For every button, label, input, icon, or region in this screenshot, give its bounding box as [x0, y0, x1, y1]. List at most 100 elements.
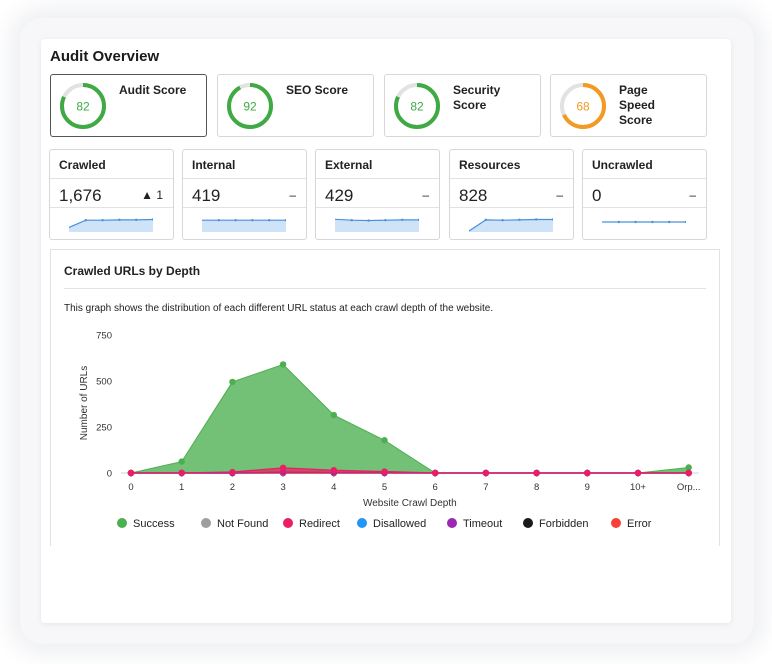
y-tick-label: 500 [96, 377, 112, 388]
sparkline-line [69, 218, 153, 228]
stat-tile-uncrawled[interactable]: Uncrawled 0 – [582, 149, 707, 240]
legend-item-timeout[interactable]: Timeout [447, 518, 502, 530]
stat-divider [450, 178, 573, 179]
stat-change: – [289, 188, 296, 202]
stat-label: Uncrawled [592, 158, 653, 172]
score-card-page-speed-score[interactable]: 68 Page Speed Score [550, 74, 707, 137]
legend-item-success[interactable]: Success [117, 518, 175, 530]
legend-item-not-found[interactable]: Not Found [201, 518, 268, 530]
stat-value: 419 [192, 186, 221, 205]
legend-item-redirect[interactable]: Redirect [283, 518, 340, 530]
sparkline-point [518, 218, 521, 222]
data-point-success[interactable] [685, 464, 692, 471]
score-gauge: 68 [560, 83, 606, 129]
series-success [127, 361, 692, 477]
data-point-redirect[interactable] [178, 469, 185, 477]
score-card-security-score[interactable]: 82 Security Score [384, 74, 541, 137]
data-point-success[interactable] [330, 411, 337, 419]
score-label: Audit Score [119, 83, 187, 97]
depth-chart: 0 250 500 750 Number of URLs 0 1 2 3 4 5 6 7 8 9 10+ Orp… [79, 331, 701, 510]
data-point-redirect[interactable] [432, 469, 439, 477]
page-title: Audit Overview [50, 48, 160, 65]
data-point-redirect[interactable] [685, 469, 692, 477]
x-tick-label: 1 [179, 482, 184, 493]
sparkline-area [69, 219, 153, 232]
x-tick-label: 3 [280, 482, 285, 493]
legend-dot-icon [117, 518, 127, 528]
y-axis-label: Number of URLs [79, 366, 90, 440]
legend-item-forbidden[interactable]: Forbidden [523, 518, 589, 530]
legend-item-disallowed[interactable]: Disallowed [357, 518, 426, 530]
legend-item-error[interactable]: Error [611, 518, 651, 530]
sparkline-area [202, 220, 286, 232]
series-line-redirect [131, 467, 689, 474]
legend-label: Redirect [299, 518, 340, 530]
score-value: 68 [576, 100, 590, 114]
stat-tile-external[interactable]: External 429 – [315, 149, 440, 240]
sparkline-point [417, 218, 419, 222]
legend-label: Timeout [463, 518, 503, 530]
legend-dot-icon [283, 518, 293, 528]
sparkline-point [151, 218, 153, 221]
gauge-fill [60, 83, 106, 129]
data-point-redirect[interactable] [381, 468, 388, 475]
data-point-redirect[interactable] [229, 468, 236, 476]
score-label: Security Score [453, 83, 501, 112]
data-point-redirect[interactable] [533, 469, 540, 477]
stat-change: – [689, 188, 696, 202]
sparkline [335, 218, 419, 232]
data-point-redirect[interactable] [279, 464, 287, 472]
x-axis-label: Website Crawl Depth [363, 498, 457, 509]
sparkline-point [84, 219, 87, 222]
sparkline-point [535, 218, 538, 221]
score-gauge: 82 [60, 83, 106, 129]
legend-dot-icon [611, 518, 621, 528]
legend-label: Error [627, 518, 652, 530]
stat-divider [50, 207, 173, 208]
gauge-fill [227, 83, 273, 129]
legend-label: Not Found [217, 518, 269, 530]
stat-label: Internal [192, 158, 236, 172]
stat-value: 0 [592, 186, 602, 205]
data-point-success[interactable] [178, 458, 185, 465]
data-point-success[interactable] [279, 361, 287, 368]
stat-tile-crawled[interactable]: Crawled 1,676 ▲ 1 [49, 149, 174, 240]
stat-change: – [422, 188, 429, 202]
score-card-audit-score[interactable]: 82 Audit Score [50, 74, 207, 137]
data-point-redirect[interactable] [330, 467, 337, 474]
x-tick-label: 7 [483, 482, 488, 493]
stat-tile-resources[interactable]: Resources 828 – [449, 149, 574, 240]
crawled-urls-panel: Crawled URLs by Depth This graph shows t… [50, 249, 720, 546]
y-tick-label: 750 [96, 331, 112, 342]
sparkline-area [469, 219, 553, 232]
legend-label: Success [133, 518, 175, 530]
sparkline [69, 218, 153, 232]
x-tick-label: 5 [382, 482, 387, 493]
score-gauge: 92 [227, 83, 273, 129]
data-point-redirect[interactable] [584, 469, 591, 477]
sparkline-point [551, 218, 553, 221]
score-gauge: 82 [394, 83, 440, 129]
score-value: 82 [76, 100, 90, 114]
sparkline-point [367, 219, 370, 222]
data-point-success[interactable] [381, 437, 388, 444]
data-point-redirect[interactable] [634, 469, 642, 477]
data-point-redirect[interactable] [482, 469, 490, 477]
series-redirect [127, 464, 692, 477]
data-point-success[interactable] [229, 378, 236, 386]
x-tick-label: 8 [534, 482, 539, 493]
stat-divider [583, 178, 706, 179]
sparkline [602, 220, 686, 224]
score-card-seo-score[interactable]: 92 SEO Score [217, 74, 374, 137]
stat-label: Crawled [59, 158, 106, 172]
data-point-redirect[interactable] [127, 469, 135, 477]
sparkline-point [284, 219, 286, 222]
sparkline-point [101, 219, 104, 222]
legend-dot-icon [201, 518, 211, 528]
x-tick-label: 4 [331, 482, 336, 493]
stat-tile-internal[interactable]: Internal 419 – [182, 149, 307, 240]
sparkline-point [118, 218, 121, 222]
sparkline-point [234, 219, 237, 222]
y-tick-label: 250 [96, 423, 112, 434]
sparkline-point [384, 219, 387, 222]
